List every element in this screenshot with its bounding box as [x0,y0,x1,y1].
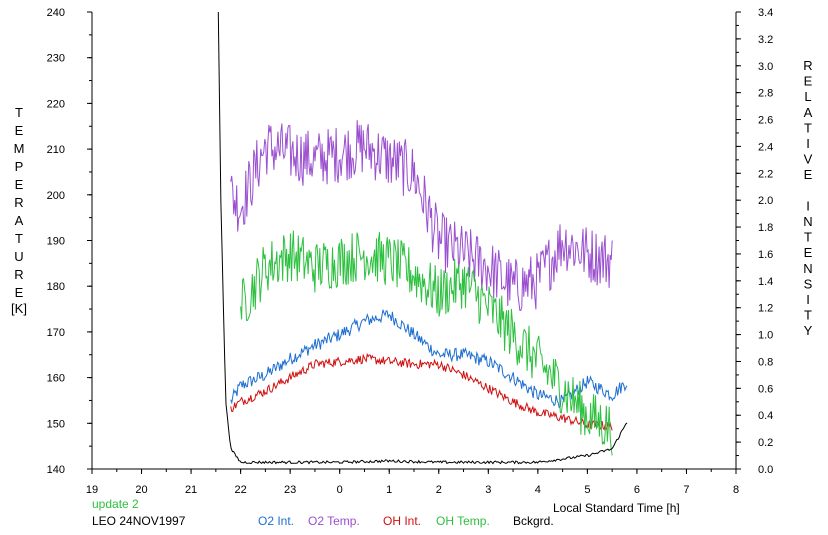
series-line-o2-temp [230,120,613,311]
left-y-tick-label: 210 [47,144,65,156]
left-y-tick-label: 140 [47,464,65,476]
right-y-tick-label: 2.2 [758,168,773,180]
left-axis-label-letter: P [15,159,24,174]
legend-o2-temp: O2 Temp. [308,514,360,528]
left-y-tick-label: 220 [47,98,65,110]
x-tick-label: 20 [135,484,147,496]
left-axis-label-letter: R [14,195,23,210]
legend-oh-int: OH Int. [383,514,422,528]
site-date-label: LEO 24NOV1997 [92,514,186,528]
x-axis-label: Local Standard Time [h] [553,501,680,515]
x-tick-label: 22 [234,484,246,496]
right-axis-label-letter: I [806,136,810,151]
x-tick-label: 1 [386,484,392,496]
right-axis-label-letter: E [804,74,813,89]
right-y-tick-label: 0.8 [758,356,773,368]
right-y-tick-label: 2.0 [758,195,773,207]
right-axis-label-letter: N [803,261,812,276]
x-tick-label: 5 [584,484,590,496]
right-axis-label-letter: A [804,105,813,120]
left-y-tick-label: 150 [47,418,65,430]
right-axis-label-letter: T [804,308,812,323]
right-y-tick-label: 1.8 [758,222,773,234]
right-axis-label-letter: E [804,245,813,260]
axes: 1401501601701801902002102202302400.00.20… [11,7,813,496]
x-tick-label: 21 [185,484,197,496]
legend-bckgrd: Bckgrd. [513,514,554,528]
x-tick-label: 3 [485,484,491,496]
right-axis-label-letter: V [804,152,813,167]
left-y-tick-label: 180 [47,281,65,293]
left-y-tick-label: 170 [47,327,65,339]
right-y-tick-label: 0.0 [758,464,773,476]
series-line-bckgrd [217,11,628,465]
left-y-tick-label: 200 [47,190,65,202]
x-tick-label: 8 [733,484,739,496]
series-line-oh-temp [240,230,613,456]
right-y-tick-label: 3.2 [758,34,773,46]
left-axis-label-letter: E [15,177,24,192]
left-axis-label-letter: E [15,285,24,300]
legend-o2-int: O2 Int. [258,514,295,528]
x-tick-label: 4 [535,484,541,496]
left-y-tick-label: 230 [47,53,65,65]
right-y-tick-label: 2.8 [758,88,773,100]
series-line-o2-int [230,309,628,409]
update-note: update 2 [92,497,139,511]
right-axis-label-letter: T [804,120,812,135]
right-axis-label-letter: I [806,198,810,213]
right-y-tick-label: 0.2 [758,437,773,449]
x-tick-label: 6 [634,484,640,496]
right-axis-label-letter: S [804,276,813,291]
right-axis-label-letter: N [803,214,812,229]
right-y-tick-label: 1.6 [758,249,773,261]
right-y-tick-label: 2.6 [758,115,773,127]
right-y-tick-label: 1.0 [758,330,773,342]
right-y-tick-label: 3.0 [758,61,773,73]
right-y-tick-label: 0.6 [758,383,773,395]
right-y-tick-label: 3.4 [758,7,773,19]
x-tick-label: 2 [436,484,442,496]
series-line-oh-int [230,352,613,431]
x-tick-label: 0 [337,484,343,496]
x-tick-label: 19 [86,484,98,496]
left-axis-label-letter: T [15,105,23,120]
left-axis-label-letter: R [14,267,23,282]
left-axis-unit: [K] [11,301,27,316]
right-y-tick-label: 1.2 [758,303,773,315]
right-axis-label-letter: L [804,89,811,104]
right-y-tick-label: 2.4 [758,141,773,153]
left-y-tick-label: 240 [47,7,65,19]
left-axis-label-letter: T [15,231,23,246]
left-axis-label-letter: U [14,249,23,264]
right-y-tick-label: 1.4 [758,276,773,288]
legend-oh-temp: OH Temp. [436,514,490,528]
right-axis-label-letter: T [804,230,812,245]
right-axis-label-letter: Y [804,323,813,338]
right-axis-label-letter: I [806,292,810,307]
left-axis-label-letter: M [14,141,25,156]
x-tick-label: 7 [683,484,689,496]
series-layer [217,11,628,465]
x-tick-label: 23 [284,484,296,496]
left-axis-label-letter: A [15,213,24,228]
right-axis-label-letter: E [804,167,813,182]
left-y-tick-label: 190 [47,236,65,248]
left-y-tick-label: 160 [47,373,65,385]
right-y-tick-label: 0.4 [758,410,773,422]
right-axis-label-letter: R [803,58,812,73]
left-axis-label-letter: E [15,123,24,138]
